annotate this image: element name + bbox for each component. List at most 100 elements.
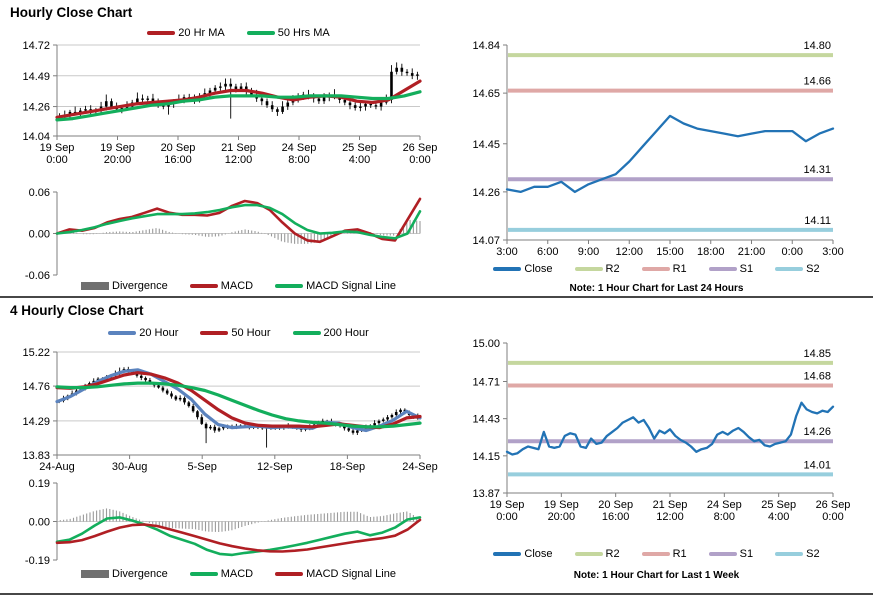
svg-text:14.04: 14.04 [22, 131, 50, 143]
svg-text:0.19: 0.19 [29, 478, 50, 490]
svg-text:20:00: 20:00 [104, 154, 132, 166]
legend-item-200-hour: 200 Hour [292, 327, 369, 339]
svg-text:-0.19: -0.19 [25, 555, 50, 567]
legend-label: 20 Hr MA [178, 27, 225, 39]
svg-text:14.45: 14.45 [472, 139, 500, 151]
svg-text:18-Sep: 18-Sep [330, 461, 365, 473]
svg-text:19 Sep: 19 Sep [544, 499, 579, 511]
four-hourly-ma-legend: 20 Hour 50 Hour 200 Hour [57, 327, 420, 339]
s2-legend-marker [775, 267, 804, 271]
svg-text:14.68: 14.68 [803, 370, 831, 382]
svg-text:14.76: 14.76 [22, 381, 50, 393]
legend-item-50-hrs-ma: 50 Hrs MA [246, 27, 330, 39]
svg-text:25 Sep: 25 Sep [342, 142, 377, 154]
svg-text:20:00: 20:00 [548, 511, 576, 523]
svg-text:26 Sep: 26 Sep [816, 499, 851, 511]
legend-item-close: Close [493, 263, 553, 275]
svg-text:16:00: 16:00 [602, 511, 630, 523]
close-legend-marker [493, 267, 522, 271]
svg-text:19 Sep: 19 Sep [40, 142, 75, 154]
svg-text:15.00: 15.00 [472, 338, 500, 350]
macd-legend-marker [189, 284, 218, 288]
legend-item-r2: R2 [574, 263, 620, 275]
svg-text:24-Sep: 24-Sep [402, 461, 437, 473]
svg-text:16:00: 16:00 [164, 154, 192, 166]
hourly-macd-chart: 0.06 0.00 -0.06 [25, 187, 422, 282]
hourly-pivot-note: Note: 1 Hour Chart for Last 24 Hours [569, 283, 744, 294]
legend-item-50-hour: 50 Hour [200, 327, 271, 339]
legend-item-divergence: Divergence [81, 568, 168, 580]
svg-text:14.31: 14.31 [803, 164, 831, 176]
svg-text:21:00: 21:00 [738, 246, 766, 258]
legend-item-r2: R2 [574, 548, 620, 560]
50-hrs-ma-legend-marker [246, 31, 275, 35]
svg-text:6:00: 6:00 [537, 246, 558, 258]
legend-item-r1: R1 [641, 263, 687, 275]
r1-legend-marker [641, 267, 670, 271]
svg-text:15.22: 15.22 [22, 347, 50, 359]
svg-text:12-Sep: 12-Sep [257, 461, 292, 473]
r2-legend-marker [574, 267, 603, 271]
legend-item-divergence: Divergence [81, 280, 168, 292]
svg-text:0:00: 0:00 [46, 154, 67, 166]
legend-label: R1 [672, 263, 687, 275]
legend-label: MACD Signal Line [306, 280, 396, 292]
svg-text:24 Sep: 24 Sep [707, 499, 742, 511]
macd-legend-marker [189, 572, 218, 576]
svg-text:21 Sep: 21 Sep [653, 499, 688, 511]
svg-text:14.80: 14.80 [803, 40, 831, 52]
svg-text:14.72: 14.72 [22, 40, 50, 52]
hourly-pivot-legend: Close R2 R1 S1 S2 [440, 263, 873, 275]
divergence-legend-marker [81, 282, 110, 290]
legend-label: MACD [220, 568, 254, 580]
svg-text:21 Sep: 21 Sep [221, 142, 256, 154]
svg-text:0.06: 0.06 [29, 187, 50, 199]
svg-text:8:00: 8:00 [714, 511, 735, 523]
legend-label: Divergence [112, 568, 168, 580]
legend-label: R2 [605, 263, 620, 275]
legend-label: R2 [605, 548, 620, 560]
bottom-divider [0, 593, 873, 595]
legend-item-macd-signal-line: MACD Signal Line [275, 568, 396, 580]
macd-signal-line-legend-marker [275, 572, 304, 576]
macd-signal-line-legend-marker [275, 284, 304, 288]
svg-text:14.71: 14.71 [472, 376, 500, 388]
svg-text:8:00: 8:00 [288, 154, 309, 166]
legend-label: S1 [739, 263, 754, 275]
s1-legend-marker [708, 267, 737, 271]
svg-text:19 Sep: 19 Sep [100, 142, 135, 154]
svg-text:0:00: 0:00 [496, 511, 517, 523]
legend-item-20-hr-ma: 20 Hr MA [147, 27, 225, 39]
svg-text:0.00: 0.00 [29, 517, 50, 529]
svg-text:20 Sep: 20 Sep [598, 499, 633, 511]
svg-text:12:00: 12:00 [656, 511, 684, 523]
legend-item-macd: MACD [189, 280, 253, 292]
legend-label: 200 Hour [323, 327, 369, 339]
svg-text:24 Sep: 24 Sep [282, 142, 317, 154]
svg-text:14.43: 14.43 [472, 414, 500, 426]
four-hourly-macd-legend: Divergence MACD MACD Signal Line [57, 568, 420, 580]
svg-text:0:00: 0:00 [822, 511, 843, 523]
svg-text:13.83: 13.83 [22, 450, 50, 462]
svg-text:14.66: 14.66 [803, 76, 831, 88]
legend-label: S2 [806, 263, 820, 275]
svg-text:14.01: 14.01 [803, 459, 831, 471]
svg-text:0:00: 0:00 [409, 154, 430, 166]
svg-text:14.26: 14.26 [472, 187, 500, 199]
200-hour-legend-marker [292, 331, 321, 335]
svg-text:15:00: 15:00 [656, 246, 684, 258]
legend-label: Close [524, 263, 553, 275]
legend-item-s2: S2 [775, 548, 820, 560]
legend-label: MACD Signal Line [306, 568, 396, 580]
legend-item-macd-signal-line: MACD Signal Line [275, 280, 396, 292]
svg-text:25 Sep: 25 Sep [761, 499, 796, 511]
svg-text:18:00: 18:00 [697, 246, 725, 258]
svg-text:14.65: 14.65 [472, 88, 500, 100]
svg-text:14.85: 14.85 [803, 348, 831, 360]
legend-label: R1 [672, 548, 687, 560]
legend-label: 50 Hrs MA [277, 27, 330, 39]
s1-legend-marker [708, 552, 737, 556]
section-divider [0, 296, 873, 298]
